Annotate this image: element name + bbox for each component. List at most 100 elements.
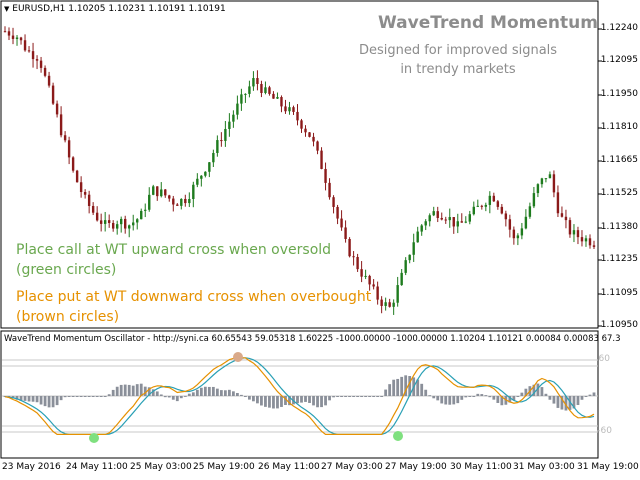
histogram-bar bbox=[203, 386, 207, 396]
candle-body bbox=[376, 286, 379, 300]
histogram-bar bbox=[284, 396, 287, 405]
symbol-header: ▼ EURUSD,H1 1.10205 1.10231 1.10191 1.10… bbox=[4, 4, 226, 14]
histogram-bar bbox=[211, 386, 215, 396]
time-tick: 26 May 11:00 bbox=[258, 462, 320, 472]
candle-body bbox=[79, 182, 83, 193]
histogram-bar bbox=[163, 396, 167, 398]
histogram-bar bbox=[376, 396, 380, 397]
candle-body bbox=[260, 83, 263, 93]
candle-body bbox=[464, 221, 467, 223]
histogram-bar bbox=[320, 396, 323, 408]
histogram-bar bbox=[580, 396, 584, 400]
candle-body bbox=[31, 51, 35, 60]
time-tick: 30 May 11:00 bbox=[450, 462, 512, 472]
candle-body bbox=[340, 218, 343, 228]
candle-body bbox=[264, 87, 267, 93]
subtitle-line-2: in trendy markets bbox=[400, 62, 516, 77]
candle-body bbox=[87, 194, 91, 206]
histogram-bar bbox=[135, 384, 139, 396]
candle-body bbox=[416, 231, 419, 243]
candle-body bbox=[47, 75, 51, 86]
candle-body bbox=[444, 219, 447, 221]
candle-body bbox=[83, 192, 87, 195]
histogram-bar bbox=[324, 396, 327, 406]
histogram-bar bbox=[127, 384, 131, 396]
histogram-bar bbox=[400, 376, 404, 396]
time-tick: 27 May 03:00 bbox=[321, 462, 383, 472]
candle-body bbox=[484, 204, 488, 207]
histogram-bar bbox=[428, 395, 432, 397]
candle-body bbox=[392, 302, 395, 307]
candle-body bbox=[27, 50, 31, 52]
histogram-bar bbox=[235, 392, 239, 396]
histogram-bar bbox=[408, 376, 412, 396]
put-note-line-2: (brown circles) bbox=[16, 309, 120, 325]
symbol-label: EURUSD,H1 bbox=[12, 4, 66, 14]
candle-body bbox=[504, 213, 508, 220]
subtitle-line-1: Designed for improved signals bbox=[358, 43, 558, 58]
candle-body bbox=[172, 198, 175, 205]
histogram-bar bbox=[520, 392, 524, 396]
candle-body bbox=[316, 141, 319, 151]
candle-body bbox=[224, 128, 227, 141]
price-tick: 1.10950 bbox=[600, 320, 638, 330]
candle-body bbox=[3, 31, 7, 33]
ohlc-values: 1.10205 1.10231 1.10191 1.10191 bbox=[68, 4, 226, 14]
histogram-bar bbox=[179, 396, 183, 399]
candle-body bbox=[276, 97, 279, 99]
candle-body bbox=[576, 230, 580, 238]
histogram-bar bbox=[592, 392, 596, 396]
histogram-bar bbox=[268, 396, 271, 408]
histogram-bar bbox=[316, 396, 319, 408]
time-tick: 27 May 19:00 bbox=[385, 462, 447, 472]
histogram-bar bbox=[552, 396, 556, 404]
candle-body bbox=[520, 228, 524, 236]
histogram-bar bbox=[588, 394, 592, 396]
candle-body bbox=[328, 182, 331, 198]
histogram-bar bbox=[23, 396, 27, 401]
candle-body bbox=[119, 218, 123, 225]
main-chart-border bbox=[0, 0, 599, 329]
candle-body bbox=[320, 150, 323, 169]
candle-body bbox=[452, 217, 455, 227]
candle-body bbox=[480, 205, 484, 207]
histogram-bar bbox=[59, 396, 63, 401]
histogram-bar bbox=[488, 396, 492, 398]
candle-body bbox=[148, 194, 151, 210]
candle-body bbox=[204, 171, 207, 176]
candle-body bbox=[556, 192, 560, 214]
candle-body bbox=[252, 78, 255, 87]
candles-group bbox=[3, 26, 596, 315]
candle-body bbox=[564, 216, 568, 221]
candle-body bbox=[580, 237, 584, 242]
histogram-bar bbox=[167, 396, 171, 398]
candle-body bbox=[332, 197, 335, 207]
candle-body bbox=[107, 220, 111, 223]
histogram-bar bbox=[71, 396, 75, 397]
candle-body bbox=[232, 114, 235, 122]
candle-body bbox=[492, 195, 496, 202]
histogram-bar bbox=[171, 396, 175, 400]
histogram-bar bbox=[227, 389, 231, 396]
candle-body bbox=[188, 199, 191, 204]
candle-body bbox=[304, 128, 307, 133]
candle-body bbox=[256, 78, 259, 84]
histogram-bar bbox=[500, 396, 504, 406]
candle-body bbox=[524, 216, 528, 229]
candle-body bbox=[472, 206, 475, 215]
candle-body bbox=[67, 140, 71, 158]
candle-body bbox=[176, 204, 179, 206]
candle-body bbox=[584, 238, 588, 242]
candle-body bbox=[448, 217, 451, 221]
histogram-bar bbox=[440, 396, 444, 404]
candle-body bbox=[11, 35, 15, 39]
candle-body bbox=[236, 103, 239, 115]
histogram-bar bbox=[560, 396, 564, 410]
histogram-bar bbox=[300, 396, 303, 403]
histogram-bar bbox=[75, 396, 79, 397]
triangle-down-icon: ▼ bbox=[4, 5, 10, 13]
histogram-bar bbox=[55, 396, 59, 406]
histogram-bar bbox=[260, 396, 263, 406]
call-note-line-2: (green circles) bbox=[16, 262, 117, 278]
histogram-bar bbox=[111, 389, 115, 396]
